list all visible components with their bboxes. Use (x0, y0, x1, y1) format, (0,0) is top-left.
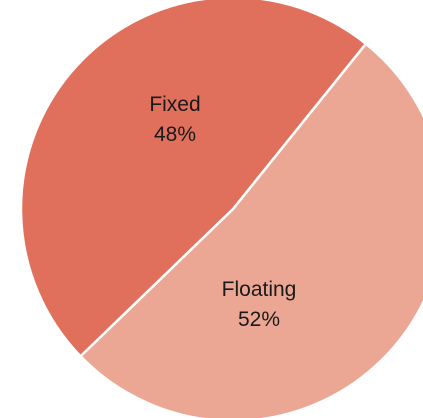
pie-slice-floating (79, 42, 423, 418)
slices-layer (19, 0, 423, 418)
slice-percent-fixed: 48% (154, 123, 196, 146)
labels-layer: Fixed 48% Floating 52% (149, 93, 296, 331)
slice-label-floating: Floating (222, 278, 297, 301)
slice-label-fixed: Fixed (149, 93, 200, 116)
slice-percent-floating: 52% (238, 308, 280, 331)
pie-slice-fixed (19, 0, 368, 358)
